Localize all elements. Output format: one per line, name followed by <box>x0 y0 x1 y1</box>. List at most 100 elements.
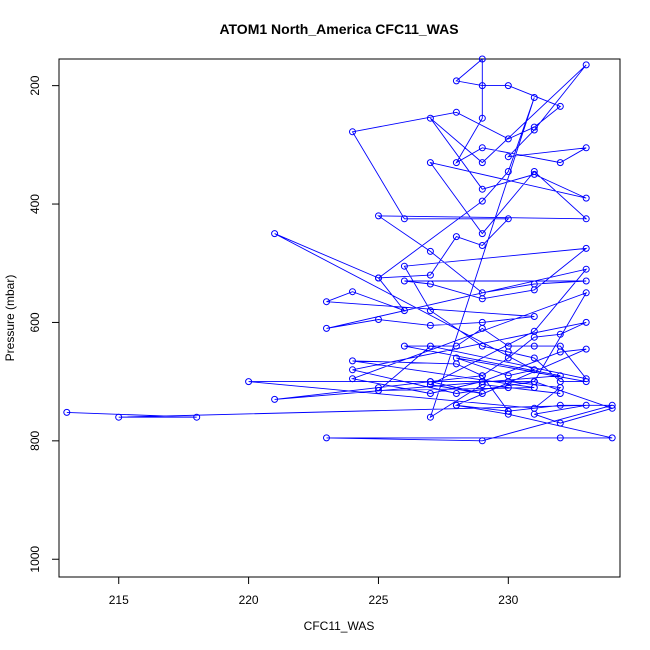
data-point <box>452 108 460 116</box>
data-point <box>426 114 434 122</box>
data-point <box>556 401 564 409</box>
data-point <box>375 384 382 392</box>
data-point <box>63 408 71 416</box>
series-line <box>66 59 614 442</box>
data-point <box>452 77 460 85</box>
data-point <box>582 378 590 386</box>
data-point <box>530 333 538 341</box>
data-point <box>504 82 512 90</box>
data-point <box>530 366 538 374</box>
data-point <box>375 387 382 394</box>
x-axis-label: CFC11_WAS <box>304 619 375 633</box>
data-point <box>426 307 434 315</box>
data-point <box>582 345 590 353</box>
data-point <box>426 271 434 279</box>
y-axis-label: Pressure (mbar) <box>3 275 17 362</box>
data-point <box>478 185 486 193</box>
data-point <box>530 94 538 101</box>
y-tick-label: 1000 <box>28 546 42 573</box>
series-layer <box>63 55 616 445</box>
x-tick-label: 215 <box>109 593 129 607</box>
data-point <box>426 321 434 329</box>
data-point <box>452 360 460 368</box>
chart-title: ATOM1 North_America CFC11_WAS <box>219 21 458 37</box>
data-point <box>400 215 408 223</box>
data-point <box>504 407 512 415</box>
data-point <box>608 434 616 442</box>
data-point <box>426 247 434 255</box>
data-point <box>582 144 590 152</box>
data-point <box>375 274 382 282</box>
data-point <box>400 342 408 350</box>
data-point <box>349 288 356 296</box>
data-point <box>582 277 590 285</box>
data-point <box>530 168 538 175</box>
data-point <box>478 390 486 397</box>
y-tick-label: 600 <box>28 312 42 332</box>
data-point <box>530 404 538 412</box>
data-point <box>556 419 564 427</box>
data-point <box>530 280 538 288</box>
data-point <box>426 280 434 288</box>
data-point <box>504 153 512 161</box>
data-point <box>530 410 538 418</box>
data-point <box>452 159 460 167</box>
data-point <box>582 61 590 69</box>
data-point <box>530 313 538 320</box>
data-point <box>323 298 330 306</box>
x-tick-label: 225 <box>368 593 388 607</box>
data-point <box>375 212 382 220</box>
data-point <box>452 342 460 350</box>
data-point <box>400 307 408 315</box>
data-point <box>478 159 486 167</box>
data-point <box>582 401 590 409</box>
data-point <box>504 348 512 356</box>
data-point <box>478 230 486 238</box>
data-point <box>530 126 538 134</box>
data-point <box>556 384 564 392</box>
data-point <box>530 342 538 350</box>
data-point <box>426 413 434 421</box>
data-point <box>271 230 279 238</box>
data-point <box>400 277 408 285</box>
data-point <box>478 295 486 303</box>
data-point <box>452 401 460 409</box>
data-point <box>530 170 538 178</box>
data-point <box>608 401 616 409</box>
data-point <box>582 265 590 273</box>
data-point <box>349 375 356 383</box>
data-point <box>271 395 279 403</box>
data-point <box>504 342 512 350</box>
data-point <box>582 289 590 297</box>
data-point <box>504 215 512 223</box>
data-point <box>608 404 616 412</box>
data-point <box>478 372 486 380</box>
data-point <box>556 102 564 110</box>
x-axis: 215 220 225 230 <box>109 576 519 607</box>
data-point <box>323 434 330 442</box>
data-point <box>349 357 356 365</box>
data-point <box>452 233 460 241</box>
data-point <box>478 289 486 297</box>
data-point <box>478 242 486 249</box>
data-point <box>582 244 590 252</box>
data-point <box>349 366 356 374</box>
data-point <box>504 135 512 143</box>
data-point <box>582 375 590 383</box>
data-point <box>504 354 512 362</box>
data-point <box>478 55 486 63</box>
x-tick-label: 220 <box>239 593 259 607</box>
data-point <box>193 413 201 421</box>
data-point <box>556 378 564 386</box>
y-tick-label: 200 <box>28 75 42 95</box>
data-point <box>556 342 564 350</box>
data-point <box>245 378 253 386</box>
data-point <box>478 144 486 152</box>
data-point <box>478 437 486 445</box>
data-point <box>504 378 512 386</box>
data-point <box>504 168 512 175</box>
data-point <box>530 123 538 131</box>
data-point <box>426 159 434 167</box>
data-point <box>582 318 590 326</box>
